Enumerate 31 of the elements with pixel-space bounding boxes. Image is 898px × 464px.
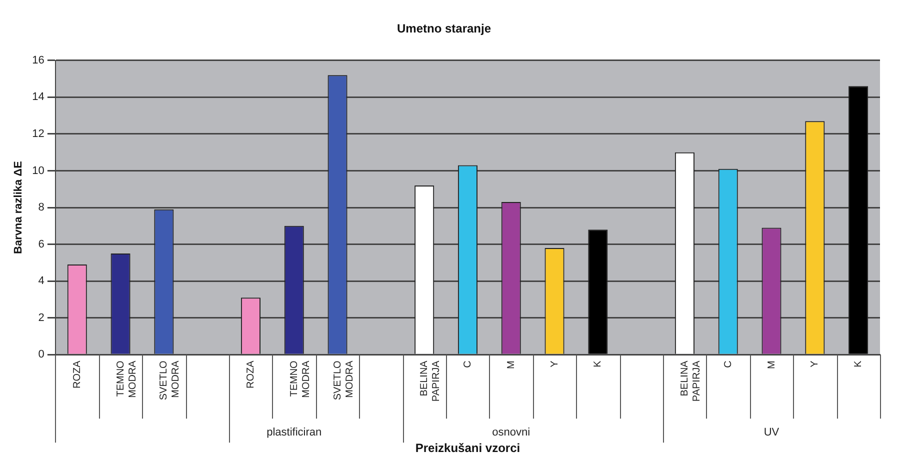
x-tick-label: BELINA PAPIRJA bbox=[679, 360, 702, 402]
y-tick-label: 2 bbox=[38, 312, 44, 324]
x-tick-label: TEMNO MODRA bbox=[115, 360, 138, 398]
y-tick-label: 10 bbox=[32, 164, 44, 177]
x-tick-label: C bbox=[462, 360, 474, 368]
x-tick-label: SVETLO MODRA bbox=[332, 360, 356, 400]
x-tick-label: Y bbox=[810, 360, 821, 368]
x-tick-label: Y bbox=[549, 360, 560, 368]
x-tick-label: C bbox=[722, 360, 734, 368]
y-tick-label: 14 bbox=[32, 91, 44, 104]
text: plastificiran bbox=[266, 426, 322, 439]
text: osnovni bbox=[492, 426, 530, 439]
x-tick-label: ROZA bbox=[72, 360, 83, 388]
x-tick-label: K bbox=[853, 360, 864, 368]
y-tick-label: 8 bbox=[38, 202, 44, 214]
y-tick-label: 12 bbox=[32, 128, 44, 140]
x-tick-label: SVETLO MODRA bbox=[158, 360, 182, 400]
y-axis-title: Barvna razlika ΔE bbox=[12, 161, 25, 254]
x-tick-label: K bbox=[592, 360, 604, 368]
x-tick-label: ROZA bbox=[245, 360, 256, 388]
x-tick-label: M bbox=[506, 360, 517, 370]
chart-title: Umetno staranje bbox=[396, 22, 492, 36]
x-axis-title: Preizkušani vzorci bbox=[415, 441, 520, 456]
y-tick-label: 6 bbox=[38, 238, 44, 250]
y-tick-label: 16 bbox=[32, 54, 44, 66]
y-tick-label: 4 bbox=[38, 275, 44, 288]
x-tick-label: BELINA PAPIRJA bbox=[419, 360, 442, 402]
x-tick-label: M bbox=[766, 360, 778, 370]
y-tick-label: 0 bbox=[38, 348, 44, 361]
x-tick-label: TEMNO MODRA bbox=[288, 360, 312, 398]
text: UV bbox=[764, 426, 780, 439]
